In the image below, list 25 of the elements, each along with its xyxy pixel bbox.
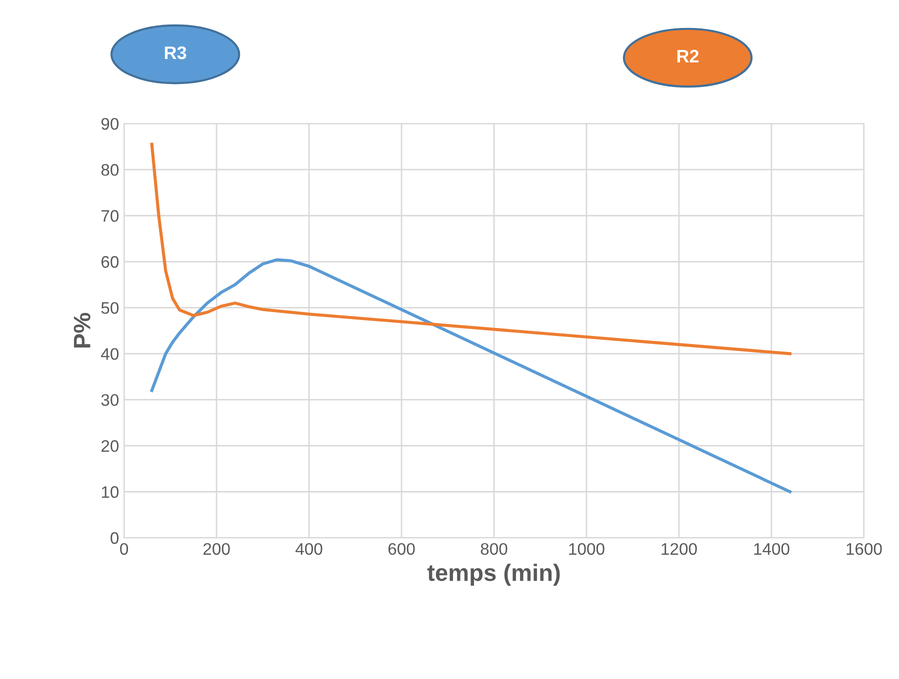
text: R2 <box>677 50 699 62</box>
x-tick-label: 400 <box>296 543 322 555</box>
y-tick-label: 10 <box>102 486 119 498</box>
x-tick-label: 800 <box>480 543 508 555</box>
x-tick-label: 600 <box>388 543 415 555</box>
y-tick-label: 80 <box>101 164 119 176</box>
line-series <box>150 258 792 494</box>
x-tick-label: 1400 <box>754 543 790 555</box>
y-tick-label: 20 <box>102 440 119 452</box>
y-tick-label: 40 <box>101 348 119 360</box>
x-tick-label: 1600 <box>846 543 882 555</box>
y-tick-label: 30 <box>101 394 119 406</box>
y-tick-label: 60 <box>102 256 119 268</box>
text: R3 <box>164 46 186 60</box>
y-axis-title: P% <box>74 312 90 348</box>
x-tick-label: 1000 <box>569 543 604 555</box>
line-series <box>150 142 792 356</box>
x-tick-label: 200 <box>203 543 230 555</box>
x-axis-title: temps (min) <box>427 564 560 586</box>
y-tick-label: 70 <box>102 210 119 222</box>
y-tick-label: 50 <box>101 302 119 314</box>
y-tick-label: 0 <box>110 532 119 544</box>
x-tick-label: 1200 <box>662 543 697 555</box>
y-tick-label: 90 <box>101 118 119 130</box>
x-tick-label: 0 <box>120 543 128 555</box>
